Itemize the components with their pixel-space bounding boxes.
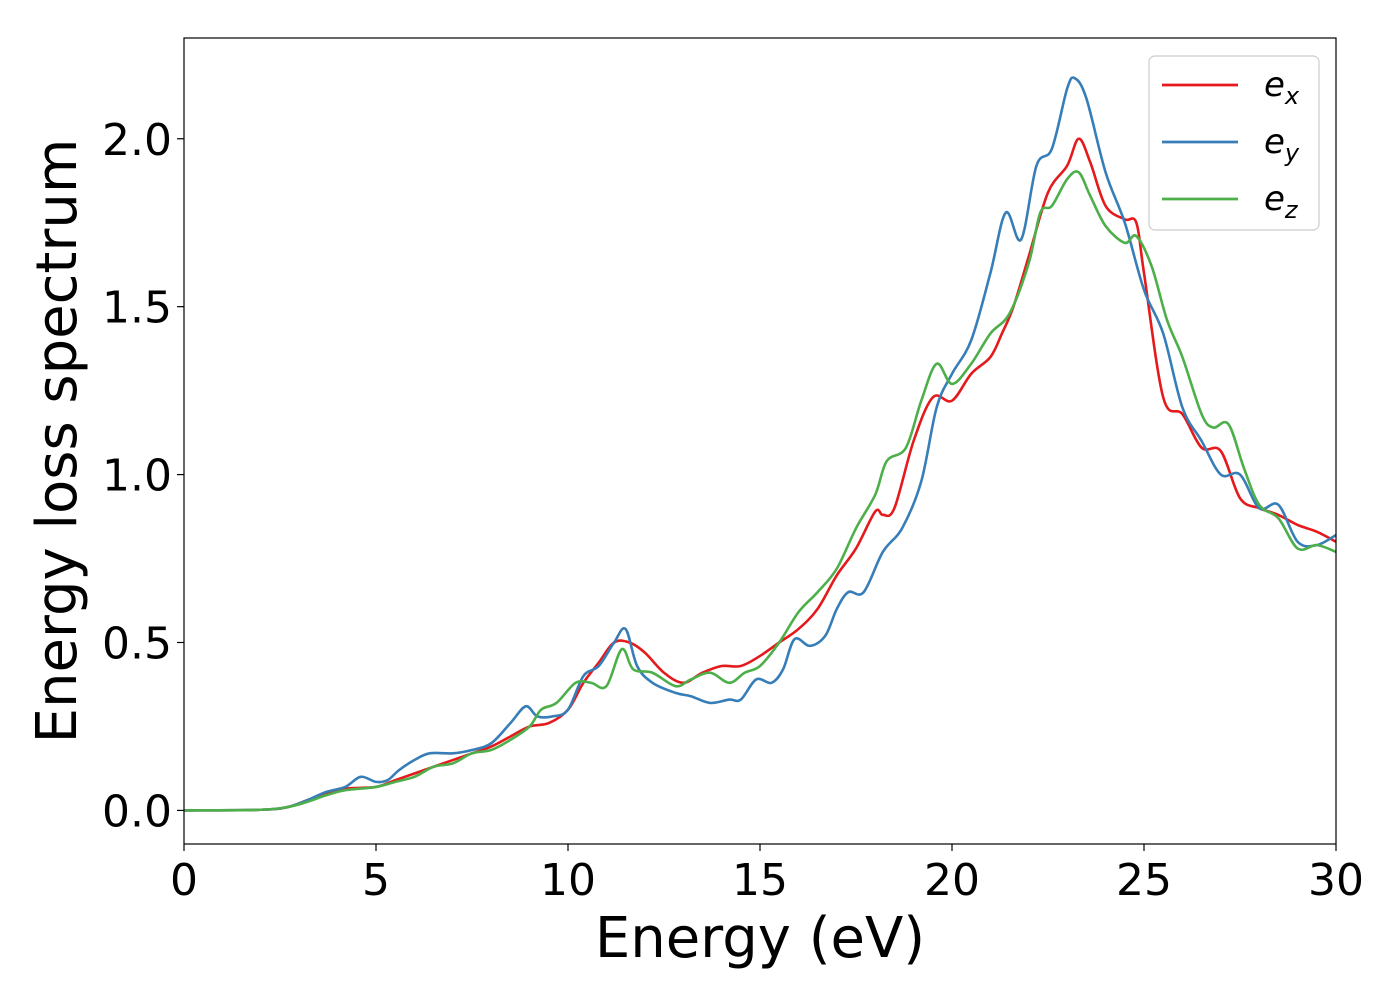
x-tick-label: 25 [1116, 855, 1172, 906]
series-line-y [184, 76, 1336, 812]
x-tick-label: 10 [540, 855, 596, 906]
y-tick-label: 1.5 [102, 283, 172, 334]
y-tick-label: 0.0 [102, 786, 172, 837]
x-tick-label: 30 [1308, 855, 1364, 906]
x-tick-label: 5 [362, 855, 390, 906]
y-tick-label: 2.0 [102, 115, 172, 166]
series-line-z [184, 170, 1336, 812]
x-tick-label: 0 [170, 855, 198, 906]
y-tick-label: 1.0 [102, 451, 172, 502]
legend-label-y: ey [1264, 122, 1300, 167]
x-axis: 0 5 10 15 20 25 30 [170, 844, 1364, 906]
y-axis: 0.0 0.5 1.0 1.5 2.0 [102, 115, 184, 837]
series-line-x [184, 137, 1336, 812]
x-tick-label: 20 [924, 855, 980, 906]
y-axis-title: Energy loss spectrum [25, 139, 90, 744]
x-axis-title: Energy (eV) [595, 906, 925, 971]
y-tick-label: 0.5 [102, 619, 172, 670]
legend-label-x: ex [1264, 65, 1300, 110]
x-tick-label: 15 [732, 855, 788, 906]
series-lines [184, 76, 1336, 812]
